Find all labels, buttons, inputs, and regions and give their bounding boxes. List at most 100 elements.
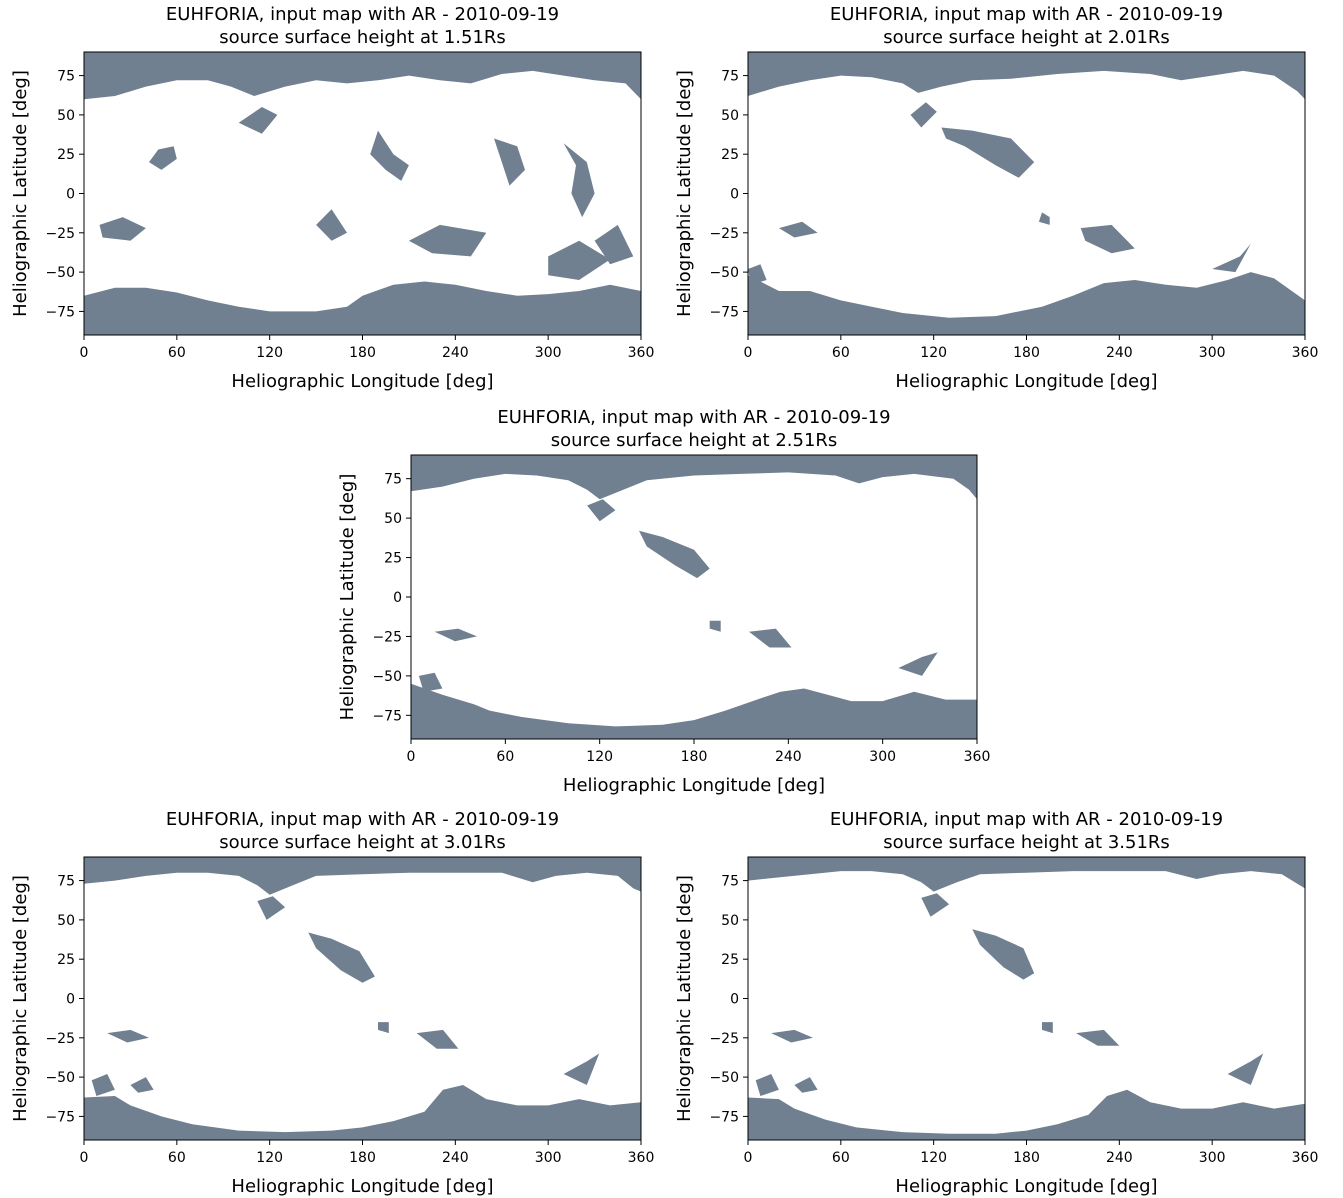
x-tick-label: 60: [168, 345, 186, 361]
y-tick-label: 75: [721, 874, 739, 890]
x-tick-label: 360: [628, 345, 655, 361]
coronal-hole-patch-2: [972, 929, 1035, 980]
x-tick-label: 0: [744, 1150, 753, 1166]
chart-panel-4: 0 60 120 180 240 300 360 75 50 25 0 −25 −50 −75 EUHFOR…: [10, 809, 654, 1197]
y-axis-label: Heliographic Latitude [deg]: [674, 70, 695, 317]
plot-area: [748, 52, 1305, 335]
x-axis-label: Heliographic Longitude [deg]: [231, 1176, 493, 1197]
x-tick-label: 360: [628, 1150, 655, 1166]
y-tick-label: −50: [45, 265, 75, 281]
north-coronal-hole: [84, 52, 641, 100]
x-tick-label: 240: [1106, 345, 1133, 361]
south-coronal-hole: [84, 281, 641, 335]
y-tick-label: −50: [372, 669, 402, 685]
coronal-hole-patch-5: [1038, 212, 1050, 225]
y-axis-label: Heliographic Latitude [deg]: [674, 875, 695, 1122]
y-tick-label: 0: [730, 992, 739, 1008]
chart-subtitle: source surface height at 1.51Rs: [219, 27, 506, 48]
closed-field-region: [84, 857, 641, 1140]
x-tick-label: 0: [80, 345, 89, 361]
chart-panel-5: 0 60 120 180 240 300 360 75 50 25 0 −25 −50 −75 EUHFOR…: [674, 809, 1318, 1197]
coronal-hole-patch-1: [587, 499, 616, 522]
x-tick-label: 300: [1199, 1150, 1226, 1166]
y-tick-label: −25: [45, 226, 75, 242]
y-axis-label: Heliographic Latitude [deg]: [10, 70, 31, 317]
coronal-hole-patch-7: [755, 1074, 779, 1096]
x-axis-label: Heliographic Longitude [deg]: [895, 371, 1157, 392]
y-tick-label: 50: [57, 108, 75, 124]
x-tick-label: 120: [920, 345, 947, 361]
chart-title: EUHFORIA, input map with AR - 2010-09-19: [166, 4, 559, 25]
coronal-hole-patch-6: [1212, 243, 1251, 273]
coronal-hole-patch-7: [91, 1074, 115, 1096]
chart-panel-3: 0 60 120 180 240 300 360 75 50 25 0 −25 −50 −75 EUHFOR…: [337, 407, 990, 796]
coronal-hole-patch-6: [1227, 1053, 1264, 1085]
coronal-hole-patch-6: [563, 1053, 600, 1085]
y-tick-label: 75: [57, 69, 75, 85]
south-coronal-hole: [84, 1085, 641, 1140]
x-tick-label: 300: [535, 1150, 562, 1166]
x-tick-label: 60: [832, 1150, 850, 1166]
x-tick-label: 180: [349, 345, 376, 361]
north-coronal-hole: [748, 857, 1305, 892]
coronal-hole-patch-3: [107, 1029, 149, 1043]
y-tick-label: −75: [709, 304, 739, 320]
x-tick-label: 240: [442, 345, 469, 361]
y-axis-label: Heliographic Latitude [deg]: [10, 875, 31, 1122]
x-axis-label: Heliographic Longitude [deg]: [563, 775, 825, 796]
north-coronal-hole: [411, 455, 977, 500]
coronal-hole-patch-1: [921, 893, 950, 917]
south-coronal-hole: [748, 272, 1305, 335]
coronal-hole-patch-7: [748, 264, 767, 285]
y-tick-label: −25: [45, 1031, 75, 1047]
y-tick-label: 0: [66, 992, 75, 1008]
x-tick-label: 120: [586, 749, 613, 765]
coronal-hole-patch-2: [370, 130, 409, 181]
y-tick-label: −50: [709, 1070, 739, 1086]
x-tick-label: 360: [1292, 1150, 1319, 1166]
x-tick-label: 240: [775, 749, 802, 765]
x-tick-label: 360: [964, 749, 991, 765]
coronal-hole-patch-1: [910, 102, 937, 128]
chart-title: EUHFORIA, input map with AR - 2010-09-19: [830, 4, 1223, 25]
coronal-hole-patch-5: [238, 107, 278, 134]
x-tick-label: 120: [256, 1150, 283, 1166]
coronal-hole-patch-2: [639, 530, 710, 579]
chart-subtitle: source surface height at 3.51Rs: [883, 832, 1170, 853]
x-tick-label: 0: [80, 1150, 89, 1166]
y-tick-label: −25: [372, 629, 402, 645]
coronal-hole-patch-6: [99, 217, 146, 241]
coronal-hole-patch-7: [408, 224, 487, 257]
x-tick-label: 300: [1199, 345, 1226, 361]
x-tick-label: 60: [496, 749, 514, 765]
x-tick-label: 240: [1106, 1150, 1133, 1166]
chart-title: EUHFORIA, input map with AR - 2010-09-19: [497, 407, 890, 428]
x-tick-label: 180: [681, 749, 708, 765]
coronal-hole-patch-3: [771, 1029, 813, 1043]
x-tick-label: 0: [744, 345, 753, 361]
x-tick-label: 120: [256, 345, 283, 361]
coronal-hole-patch-10: [316, 209, 347, 241]
coronal-hole-patch-5: [378, 1022, 389, 1034]
y-tick-label: −75: [45, 304, 75, 320]
x-tick-label: 360: [1292, 345, 1319, 361]
coronal-hole-patch-4: [1076, 1029, 1120, 1046]
y-tick-label: 50: [384, 511, 402, 527]
coronal-hole-patch-6: [898, 652, 938, 676]
y-tick-label: −75: [45, 1109, 75, 1125]
y-tick-label: −25: [709, 226, 739, 242]
y-tick-label: 25: [384, 551, 402, 567]
x-tick-label: 60: [832, 345, 850, 361]
closed-field-region: [748, 857, 1305, 1140]
x-axis-label: Heliographic Longitude [deg]: [231, 371, 493, 392]
x-tick-label: 240: [442, 1150, 469, 1166]
coronal-hole-patch-2: [308, 932, 375, 983]
coronal-hole-patch-7: [418, 672, 443, 692]
y-tick-label: 75: [721, 69, 739, 85]
coronal-hole-patch-4: [749, 628, 792, 648]
y-tick-label: 50: [721, 108, 739, 124]
coronal-hole-patch-2: [941, 127, 1035, 178]
x-tick-label: 60: [168, 1150, 186, 1166]
y-tick-label: 50: [721, 913, 739, 929]
